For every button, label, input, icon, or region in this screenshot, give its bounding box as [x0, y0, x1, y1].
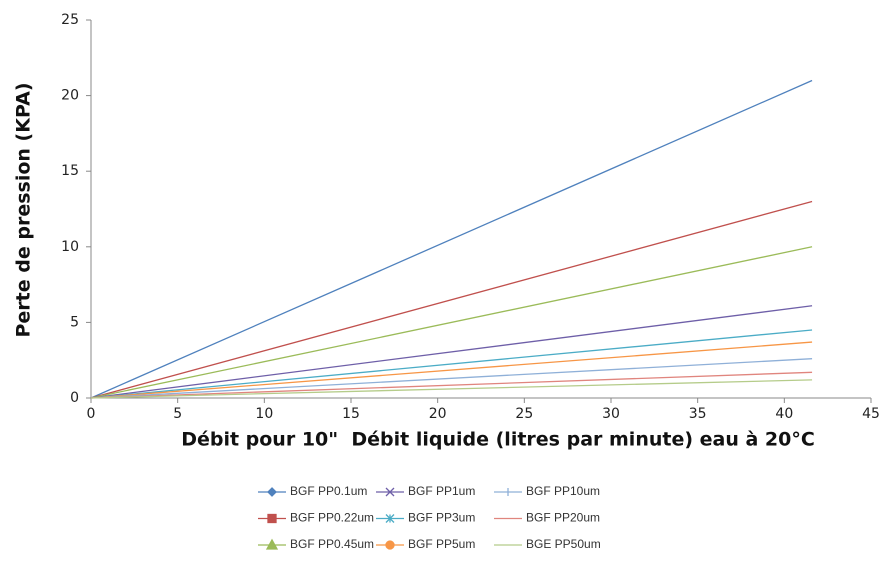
series-line [90, 379, 813, 399]
y-axis-label: Perte de pression (KPA) [13, 82, 35, 337]
x-tick-label: 15 [342, 406, 360, 422]
series-line [90, 200, 813, 399]
legend-label: BGF PP20um [526, 511, 600, 525]
y-tick-label: 20 [61, 88, 79, 104]
legend-marker [385, 514, 395, 523]
legend-marker [265, 538, 279, 550]
series-line [90, 305, 813, 399]
legend-label: BGF PP5um [408, 537, 475, 551]
x-tick-label: 30 [602, 406, 620, 422]
legend-marker [385, 487, 395, 497]
legend-label: BGF PP0.45um [290, 537, 374, 551]
x-tick-label: 25 [515, 406, 533, 422]
x-axis-label: Débit pour 10" Débit liquide (litres par… [181, 429, 815, 451]
legend-label: BGF PP10um [526, 484, 600, 498]
legend-label: BGF PP0.1um [290, 484, 367, 498]
y-tick-label: 25 [61, 12, 79, 28]
legend-marker [267, 513, 277, 524]
series-line [90, 329, 813, 399]
series-line [90, 79, 813, 399]
x-tick-label: 5 [173, 406, 182, 422]
legend-label: BGF PP1um [408, 484, 475, 498]
series-line [90, 341, 813, 399]
x-tick-label: 45 [862, 406, 880, 422]
y-tick-label: 10 [61, 239, 79, 255]
legend-label: BGF PP3um [408, 511, 475, 525]
y-tick-label: 5 [70, 314, 79, 330]
x-tick-label: 40 [775, 406, 793, 422]
legend-marker [385, 540, 395, 550]
series-line [90, 246, 813, 399]
x-tick-label: 20 [429, 406, 447, 422]
y-tick-label: 15 [61, 163, 79, 179]
legend-label: BGF PP0.22um [290, 511, 374, 525]
legend-label: BGE PP50um [526, 537, 601, 551]
legend-marker [267, 487, 277, 497]
x-tick-label: 35 [689, 406, 707, 422]
series-line [90, 371, 813, 399]
series-line [90, 358, 813, 399]
x-tick-label: 10 [255, 406, 273, 422]
x-tick-label: 0 [87, 406, 96, 422]
y-tick-label: 0 [70, 390, 79, 406]
